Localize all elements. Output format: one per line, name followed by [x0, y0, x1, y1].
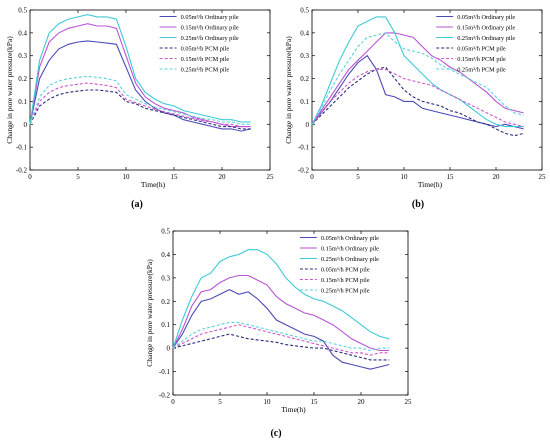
series-line-2 [311, 32, 524, 125]
x-tick-label: 15 [311, 398, 319, 406]
legend-entry: 0.25m³/h PCM pile [181, 67, 230, 74]
y-tick-label: 0 [167, 345, 171, 353]
panel-caption: (c) [270, 428, 281, 439]
series-line-4 [172, 333, 390, 361]
y-axis-label: Change in pore water pressure(kPa) [284, 36, 293, 144]
x-tick-label: 0 [28, 173, 32, 181]
series-line-1 [172, 288, 390, 370]
y-tick-label: 0.1 [300, 98, 309, 106]
series-line-6 [29, 75, 251, 125]
y-tick-label: 0.5 [161, 228, 170, 236]
y-tick-label: 0.1 [161, 321, 170, 329]
x-axis-label: Time(h) [281, 405, 306, 414]
legend-entry: 0.15m³/h Ordinary pile [457, 25, 515, 32]
series-line-6 [311, 32, 524, 125]
x-axis-label: Time(h) [418, 180, 443, 189]
x-tick-label: 20 [358, 398, 366, 406]
y-tick-label: 0.4 [18, 29, 27, 37]
legend-entry: 0.15m³/h PCM pile [321, 277, 370, 284]
x-tick-label: 10 [123, 173, 131, 181]
plot-frame [311, 9, 543, 171]
legend-entry: 0.15m³/h Ordinary pile [321, 246, 379, 253]
y-tick-label: 0 [306, 121, 310, 129]
x-tick-label: 0 [310, 173, 314, 181]
x-tick-label: 25 [405, 398, 413, 406]
y-tick-label: -0.1 [298, 144, 310, 152]
legend-entry: 0.05m³/h PCM pile [321, 267, 370, 274]
legend-entry: 0.15m³/h PCM pile [181, 56, 230, 63]
y-tick-label: 0.1 [18, 98, 27, 106]
x-tick-label: 5 [218, 398, 222, 406]
x-tick-label: 20 [219, 173, 227, 181]
y-tick-label: -0.2 [298, 167, 310, 175]
y-tick-label: 0.2 [161, 298, 170, 306]
legend-entry: 0.25m³/h Ordinary pile [181, 35, 239, 42]
series-line-2 [172, 274, 390, 352]
x-tick-label: 20 [493, 173, 501, 181]
y-tick-label: 0.5 [18, 7, 27, 15]
series-line-3 [29, 14, 251, 125]
y-tick-label: 0 [24, 121, 28, 129]
series-line-4 [29, 89, 251, 130]
y-tick-label: -0.2 [159, 392, 171, 400]
series-line-3 [172, 249, 390, 349]
y-tick-label: 0.5 [300, 7, 309, 15]
legend-entry: 0.25m³/h PCM pile [457, 67, 506, 74]
y-tick-label: 0.3 [161, 274, 170, 282]
x-tick-label: 0 [171, 398, 175, 406]
y-tick-label: -0.1 [159, 368, 171, 376]
series-line-5 [172, 324, 390, 356]
legend: 0.05m³/h Ordinary pile 0.15m³/h Ordinary … [159, 14, 239, 74]
y-tick-label: 0.2 [300, 75, 309, 83]
y-tick-label: 0.3 [300, 52, 309, 60]
legend-entry: 0.25m³/h Ordinary pile [321, 256, 379, 263]
chart-panel-3: -0.2 -0.1 0 0.1 0.2 0.3 0.4 0.5 0 5 10 15 20 25 Time(h… [145, 228, 412, 440]
legend: 0.05m³/h Ordinary pile 0.15m³/h Ordinary … [299, 235, 379, 295]
y-tick-label: 0.4 [300, 29, 309, 37]
x-tick-label: 5 [356, 173, 360, 181]
series-line-4 [311, 66, 524, 137]
x-tick-label: 25 [539, 173, 547, 181]
x-tick-label: 15 [171, 173, 179, 181]
y-tick-label: -0.1 [16, 144, 28, 152]
legend: 0.05m³/h Ordinary pile 0.15m³/h Ordinary … [436, 14, 515, 74]
x-tick-label: 15 [447, 173, 455, 181]
x-tick-label: 10 [401, 173, 409, 181]
legend-entry: 0.25m³/h Ordinary pile [457, 35, 515, 42]
y-tick-label: 0.4 [161, 251, 170, 259]
y-tick-label: 0.3 [18, 52, 27, 60]
plot-frame [172, 230, 409, 396]
legend-entry: 0.05m³/h PCM pile [181, 46, 230, 53]
series-line-2 [29, 23, 251, 128]
panel-caption: (b) [412, 199, 424, 210]
legend-entry: 0.15m³/h PCM pile [457, 56, 506, 63]
legend-entry: 0.05m³/h PCM pile [457, 46, 506, 53]
chart-panel-2: -0.2 -0.1 0 0.1 0.2 0.3 0.4 0.5 0 5 10 15 20 25 Time(h… [284, 7, 546, 211]
x-tick-label: 10 [264, 398, 272, 406]
y-tick-label: 0.2 [18, 75, 27, 83]
panel-caption: (a) [131, 199, 143, 210]
series-line-5 [29, 82, 251, 128]
y-axis-label: Change in pore water pressure(kPa) [5, 36, 14, 144]
x-tick-label: 25 [267, 173, 275, 181]
legend-entry: 0.25m³/h PCM pile [321, 288, 370, 295]
series-line-3 [311, 16, 524, 128]
plot-frame [29, 9, 271, 171]
y-tick-label: -0.2 [16, 167, 28, 175]
y-axis-label: Change in pore water pressure(kPa) [145, 259, 154, 367]
series-line-1 [29, 40, 251, 132]
legend-entry: 0.05m³/h Ordinary pile [321, 235, 379, 242]
chart-panel-1: -0.2 -0.1 0 0.1 0.2 0.3 0.4 0.5 0 5 10 15 20 25 Time(h… [5, 7, 274, 211]
legend-entry: 0.05m³/h Ordinary pile [457, 14, 515, 21]
legend-entry: 0.05m³/h Ordinary pile [181, 14, 239, 21]
x-axis-label: Time(h) [141, 180, 166, 189]
series-line-5 [311, 68, 524, 128]
series-line-6 [172, 321, 390, 352]
legend-entry: 0.15m³/h Ordinary pile [181, 25, 239, 32]
x-tick-label: 5 [76, 173, 80, 181]
